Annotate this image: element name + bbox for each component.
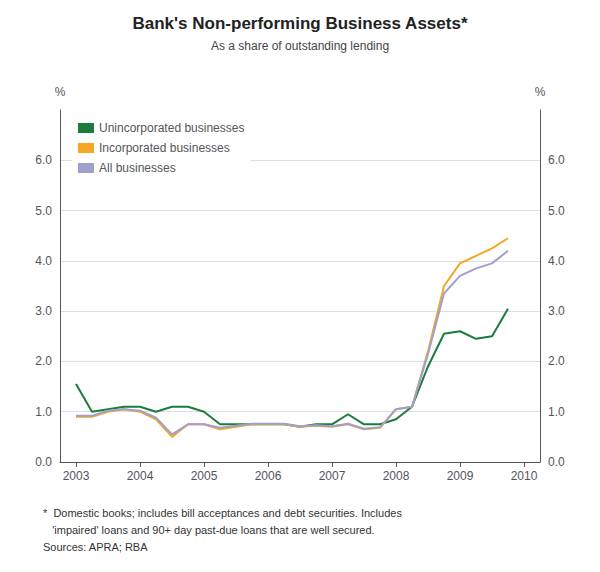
svg-text:1.0: 1.0: [548, 405, 565, 419]
svg-text:6.0: 6.0: [548, 153, 565, 167]
svg-text:1.0: 1.0: [35, 405, 52, 419]
svg-text:2.0: 2.0: [548, 354, 565, 368]
svg-text:3.0: 3.0: [35, 304, 52, 318]
svg-text:All businesses: All businesses: [99, 161, 176, 175]
svg-text:2005: 2005: [191, 469, 218, 483]
svg-text:6.0: 6.0: [35, 153, 52, 167]
svg-text:Sources: APRA; RBA: Sources: APRA; RBA: [43, 541, 148, 553]
svg-text:As a share of outstanding lend: As a share of outstanding lending: [211, 39, 389, 53]
svg-text:0.0: 0.0: [35, 455, 52, 469]
svg-text:Incorporated businesses: Incorporated businesses: [99, 141, 230, 155]
svg-text:%: %: [55, 85, 66, 99]
svg-text:2009: 2009: [447, 469, 474, 483]
svg-text:Unincorporated businesses: Unincorporated businesses: [99, 121, 244, 135]
svg-text:* Domestic books; includes bi: * Domestic books; includes bill acceptan…: [43, 507, 402, 519]
svg-text:%: %: [535, 85, 546, 99]
svg-text:3.0: 3.0: [548, 304, 565, 318]
svg-text:Bank's Non-performing Business: Bank's Non-performing Business Assets*: [133, 14, 468, 33]
svg-text:'impaired' loans and 90+ day p: 'impaired' loans and 90+ day past-due lo…: [43, 524, 375, 536]
svg-text:2006: 2006: [255, 469, 282, 483]
svg-text:2008: 2008: [383, 469, 410, 483]
svg-text:4.0: 4.0: [35, 254, 52, 268]
svg-text:4.0: 4.0: [548, 254, 565, 268]
svg-text:2010: 2010: [511, 469, 538, 483]
svg-text:2003: 2003: [63, 469, 90, 483]
svg-text:0.0: 0.0: [548, 455, 565, 469]
svg-text:5.0: 5.0: [35, 204, 52, 218]
svg-text:2004: 2004: [127, 469, 154, 483]
svg-text:5.0: 5.0: [548, 204, 565, 218]
svg-text:2007: 2007: [319, 469, 346, 483]
svg-text:2.0: 2.0: [35, 354, 52, 368]
